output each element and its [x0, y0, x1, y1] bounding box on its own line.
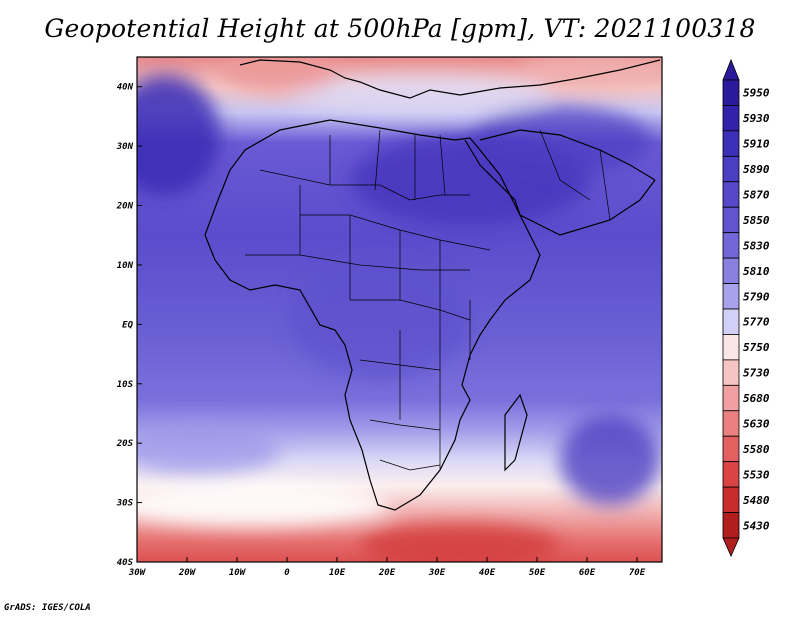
colorbar-label: 5890	[743, 163, 770, 176]
map-frame	[136, 56, 663, 563]
colorbar-label: 5810	[743, 265, 770, 278]
colorbar-swatch	[722, 79, 740, 106]
lon-tick-label: 50E	[529, 568, 546, 578]
colorbar-swatch	[722, 435, 740, 463]
colorbar-swatch	[722, 206, 740, 234]
grads-credit: GrADS: IGES/COLA	[4, 603, 91, 613]
colorbar-label: 5950	[743, 87, 770, 100]
colorbar-swatch	[722, 359, 740, 386]
colorbar-label: 5770	[743, 316, 770, 329]
colorbar-swatch	[722, 410, 740, 437]
colorbar-label: 5530	[743, 468, 770, 481]
colorbar-swatch	[722, 283, 740, 310]
colorbar: 5950 5930 5910 5890 5870 5850 5830 5810 5790 5770…	[722, 58, 770, 557]
colorbar-label: 5580	[743, 443, 770, 456]
lat-tick-label: 10N	[117, 261, 134, 271]
colorbar-label: 5910	[743, 138, 770, 151]
country-borders	[245, 129, 611, 471]
height-field	[137, 57, 662, 562]
lon-tick-label: 10W	[229, 568, 247, 578]
lon-tick-label: 10E	[329, 568, 346, 578]
colorbar-label: 5480	[743, 494, 770, 507]
colorbar-swatch	[722, 512, 740, 539]
lon-tick-label: 30W	[128, 568, 147, 578]
colorbar-swatch	[722, 181, 740, 208]
colorbar-label: 5790	[743, 290, 770, 303]
colorbar-swatch	[722, 486, 740, 513]
lat-axis: 40N 30N 20N 10N EQ 10S 20S 30S 40S	[116, 83, 142, 568]
colorbar-swatch	[722, 257, 740, 284]
colorbar-swatch	[722, 384, 740, 412]
colorbar-top-arrow	[722, 58, 740, 81]
colorbar-label: 5930	[743, 112, 770, 125]
colorbar-swatch	[722, 461, 740, 488]
colorbar-label: 5750	[743, 341, 770, 354]
colorbar-swatch	[722, 232, 740, 259]
colorbar-bottom-arrow	[722, 537, 740, 557]
lat-tick-label: 20N	[116, 202, 134, 212]
colorbar-label: 5430	[743, 519, 770, 532]
colorbar-swatch	[722, 334, 740, 361]
lon-tick-label: 20E	[378, 568, 396, 578]
lon-tick-label: 60E	[579, 568, 596, 578]
lat-tick-label: 30S	[116, 499, 134, 509]
lat-tick-label: 20S	[116, 439, 134, 449]
lon-tick-label: 0	[284, 568, 290, 578]
colorbar-swatch	[722, 130, 740, 157]
lat-tick-label: 40N	[117, 83, 134, 93]
colorbar-label: 5850	[743, 214, 770, 227]
colorbar-label: 5630	[743, 418, 770, 431]
lat-tick-label: EQ	[122, 320, 133, 330]
colorbar-swatch	[722, 308, 740, 335]
colorbar-label: 5730	[743, 367, 770, 380]
lon-tick-label: 40E	[479, 568, 496, 578]
lon-tick-label: 20W	[178, 568, 197, 578]
lon-tick-label: 30E	[428, 568, 446, 578]
lon-tick-label: 70E	[629, 568, 646, 578]
africa-coastline	[204, 59, 661, 511]
colorbar-label: 5830	[743, 239, 770, 252]
colorbar-label: 5870	[743, 189, 770, 202]
lat-tick-label: 40S	[117, 558, 134, 568]
lat-tick-label: 30N	[116, 142, 134, 152]
lat-tick-label: 10S	[117, 380, 134, 390]
colorbar-swatch	[722, 105, 740, 132]
chart-title: Geopotential Height at 500hPa [gpm], VT:…	[44, 14, 756, 43]
colorbar-label: 5680	[743, 392, 770, 405]
colorbar-swatch	[722, 155, 740, 183]
lon-axis: 30W 20W 10W 0 10E 20E 30E 40E 50E 60E 70E	[128, 557, 646, 578]
